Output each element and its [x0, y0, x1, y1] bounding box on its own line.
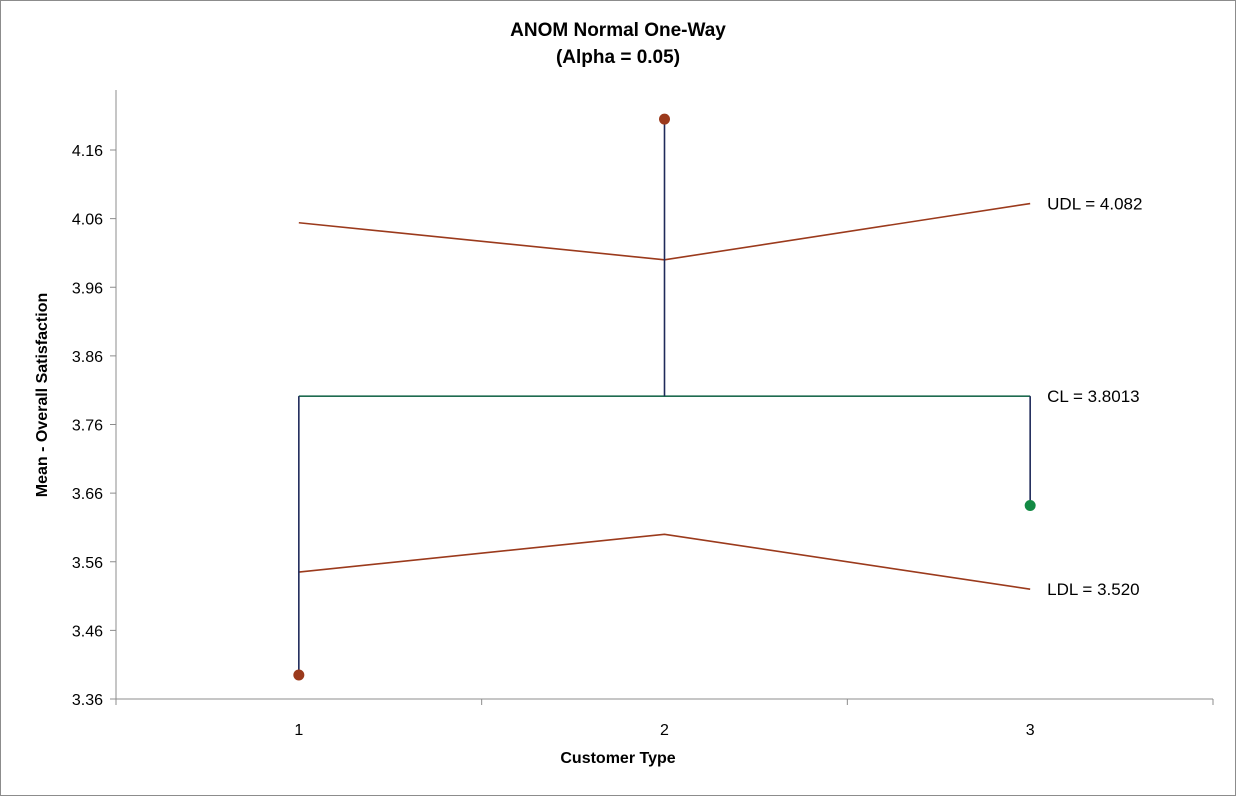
mean-point: [1024, 499, 1036, 511]
chart-subtitle: (Alpha = 0.05): [556, 47, 680, 68]
axes: 3.36 3.46 3.56 3.66 3.76 3.86 3.96 4.06 4.16 1 2 3: [72, 90, 1214, 739]
chart-title: ANOM Normal One-Way: [510, 20, 726, 41]
y-tick-label: 3.76: [72, 418, 103, 435]
y-tick-label: 3.86: [72, 349, 103, 366]
y-tick-label: 3.56: [72, 555, 103, 572]
ldl-line: [298, 533, 1031, 590]
udl-label: UDL = 4.082: [1047, 195, 1142, 214]
x-tick-label: 1: [294, 722, 303, 739]
x-axis-title: Customer Type: [560, 750, 675, 767]
x-tick-label: 2: [660, 722, 669, 739]
x-tick-label: 3: [1026, 722, 1035, 739]
y-axis-title: Mean - Overall Satisfaction: [34, 293, 51, 498]
cl-label: CL = 3.8013: [1047, 387, 1139, 406]
plot-area: UDL = 4.082 CL = 3.8013 LDL = 3.520: [293, 113, 1142, 681]
y-tick-label: 3.66: [72, 486, 103, 503]
y-tick-label: 4.06: [72, 212, 103, 229]
mean-point: [293, 669, 305, 681]
y-tick-label: 3.36: [72, 692, 103, 709]
y-tick-label: 3.96: [72, 280, 103, 297]
mean-point: [659, 113, 670, 125]
ldl-label: LDL = 3.520: [1047, 580, 1139, 599]
y-tick-label: 4.16: [72, 143, 103, 160]
y-tick-label: 3.46: [72, 623, 103, 640]
